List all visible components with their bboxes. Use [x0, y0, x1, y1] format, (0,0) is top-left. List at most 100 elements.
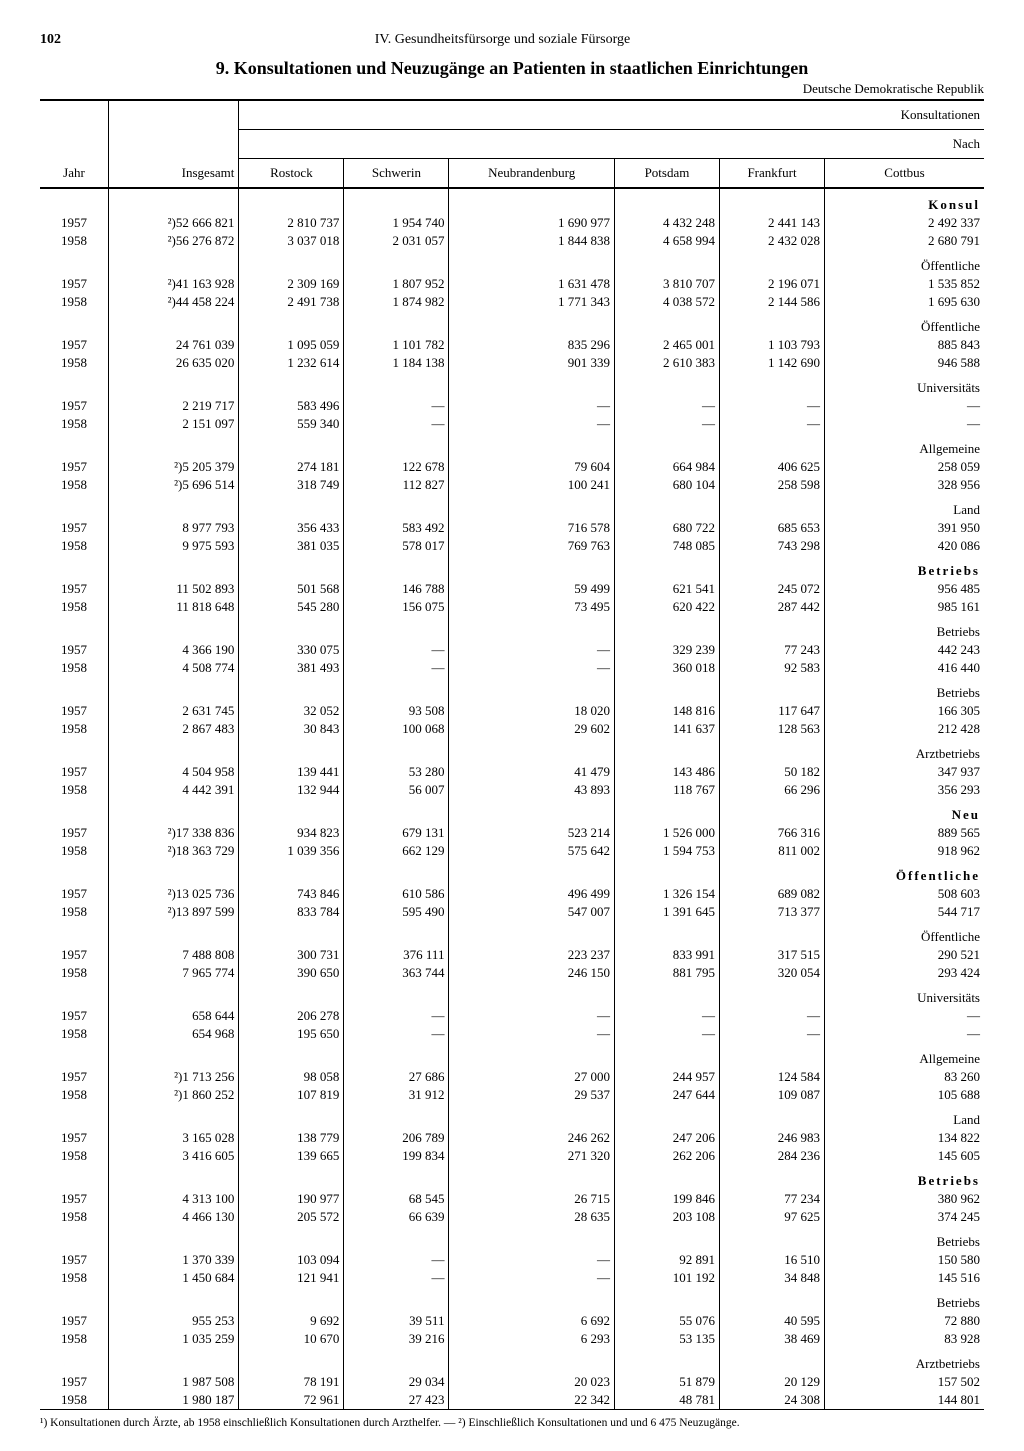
table-row: 19581 980 18772 96127 42322 34248 78124 …: [40, 1391, 984, 1409]
cell-value: 1 526 000: [614, 824, 719, 842]
cell-value: 743 298: [720, 537, 825, 555]
cell-value: 271 320: [449, 1147, 615, 1165]
table-row: 1957²)52 666 8212 810 7371 954 7401 690 …: [40, 214, 984, 232]
table-row: 1957658 644206 278—————: [40, 1007, 984, 1025]
group-label: Land: [825, 494, 984, 519]
cell-value: 1 326 154: [614, 885, 719, 903]
cell-value: 246 262: [449, 1129, 615, 1147]
cell-value: 680 722: [614, 519, 719, 537]
cell-jahr: 1957: [40, 1129, 109, 1147]
cell-jahr: 1957: [40, 1007, 109, 1025]
cell-value: 376 111: [344, 946, 449, 964]
cell-value: —: [720, 397, 825, 415]
cell-value: 320 054: [720, 964, 825, 982]
cell-jahr: 1958: [40, 781, 109, 799]
cell-value: 156 075: [344, 598, 449, 616]
cell-value: 66 296: [720, 781, 825, 799]
cell-jahr: 1958: [40, 232, 109, 250]
cell-value: 1 874 982: [344, 293, 449, 311]
cell-value: ²)13 025 736: [109, 885, 239, 903]
cell-value: 583 496: [239, 397, 344, 415]
cell-value: 658 644: [109, 1007, 239, 1025]
table-row: 19584 466 130205 57266 63928 635203 1089…: [40, 1208, 984, 1226]
cell-value: 10 670: [239, 1330, 344, 1348]
table-row: 1958²)18 363 7291 039 356662 129575 6421…: [40, 842, 984, 860]
table-row: 195811 818 648545 280156 07573 495620 42…: [40, 598, 984, 616]
cell-jahr: 1958: [40, 537, 109, 555]
cell-value: 72 961: [239, 1391, 344, 1409]
group-label: Öffentliche: [825, 311, 984, 336]
cell-value: ²)5 696 514: [109, 476, 239, 494]
cell-value: —: [720, 1007, 825, 1025]
cell-value: 83 928: [825, 1330, 984, 1348]
cell-value: 610 586: [344, 885, 449, 903]
cell-value: 206 789: [344, 1129, 449, 1147]
cell-value: 258 598: [720, 476, 825, 494]
table-row: 19581 035 25910 67039 2166 29353 13538 4…: [40, 1330, 984, 1348]
cell-value: 1 142 690: [720, 354, 825, 372]
col-insgesamt: Insgesamt: [109, 100, 239, 188]
cell-value: 575 642: [449, 842, 615, 860]
cell-jahr: 1957: [40, 1251, 109, 1269]
table-row: 1958²)56 276 8723 037 0182 031 0571 844 …: [40, 232, 984, 250]
cell-value: 654 968: [109, 1025, 239, 1043]
cell-jahr: 1957: [40, 946, 109, 964]
cell-value: 117 647: [720, 702, 825, 720]
group-label: Betriebs: [825, 555, 984, 580]
cell-value: 330 075: [239, 641, 344, 659]
table-row: 1957955 2539 69239 5116 69255 07640 5957…: [40, 1312, 984, 1330]
chapter-title: IV. Gesundheitsfürsorge und soziale Fürs…: [375, 32, 630, 48]
cell-value: 1 370 339: [109, 1251, 239, 1269]
table-row: 1958²)13 897 599833 784595 490547 0071 3…: [40, 903, 984, 921]
cell-value: 329 239: [614, 641, 719, 659]
cell-value: 662 129: [344, 842, 449, 860]
cell-value: 53 280: [344, 763, 449, 781]
cell-value: 4 466 130: [109, 1208, 239, 1226]
cell-value: 246 150: [449, 964, 615, 982]
cell-jahr: 1958: [40, 1330, 109, 1348]
cell-value: 1 954 740: [344, 214, 449, 232]
cell-value: 934 823: [239, 824, 344, 842]
cell-value: 39 511: [344, 1312, 449, 1330]
cell-value: 53 135: [614, 1330, 719, 1348]
table-row: 1957²)13 025 736743 846610 586496 4991 3…: [40, 885, 984, 903]
cell-value: —: [344, 1007, 449, 1025]
page-header: 102 IV. Gesundheitsfürsorge und soziale …: [40, 32, 984, 48]
cell-value: 620 422: [614, 598, 719, 616]
table-row: 19584 442 391132 94456 00743 893118 7676…: [40, 781, 984, 799]
cell-value: 287 442: [720, 598, 825, 616]
cell-value: 1 631 478: [449, 275, 615, 293]
cell-value: 68 545: [344, 1190, 449, 1208]
cell-value: 300 731: [239, 946, 344, 964]
cell-value: 1 184 138: [344, 354, 449, 372]
cell-value: 139 441: [239, 763, 344, 781]
group-label-row: Allgemeine: [40, 433, 984, 458]
cell-value: 32 052: [239, 702, 344, 720]
group-label-row: Betriebs: [40, 677, 984, 702]
table-row: 1957²)1 713 25698 05827 68627 000244 957…: [40, 1068, 984, 1086]
footnote: ¹) Konsultationen durch Ärzte, ab 1958 e…: [40, 1416, 984, 1431]
cell-value: ²)1 713 256: [109, 1068, 239, 1086]
cell-jahr: 1958: [40, 598, 109, 616]
col-schwerin: Schwerin: [344, 159, 449, 189]
cell-value: 20 129: [720, 1373, 825, 1391]
cell-value: 901 339: [449, 354, 615, 372]
cell-value: 2 432 028: [720, 232, 825, 250]
cell-value: 664 984: [614, 458, 719, 476]
cell-value: 293 424: [825, 964, 984, 982]
cell-value: 100 068: [344, 720, 449, 738]
cell-value: 2 309 169: [239, 275, 344, 293]
group-label: Betriebs: [825, 1165, 984, 1190]
cell-jahr: 1957: [40, 1312, 109, 1330]
group-label: Öffentliche: [825, 921, 984, 946]
cell-value: 1 690 977: [449, 214, 615, 232]
cell-value: 101 192: [614, 1269, 719, 1287]
cell-value: 2 031 057: [344, 232, 449, 250]
table-row: 19582 151 097559 340—————: [40, 415, 984, 433]
cell-value: 122 678: [344, 458, 449, 476]
cell-jahr: 1957: [40, 458, 109, 476]
cell-value: 40 595: [720, 1312, 825, 1330]
table-row: 19574 504 958139 44153 28041 479143 4865…: [40, 763, 984, 781]
cell-value: 124 584: [720, 1068, 825, 1086]
cell-value: 356 293: [825, 781, 984, 799]
